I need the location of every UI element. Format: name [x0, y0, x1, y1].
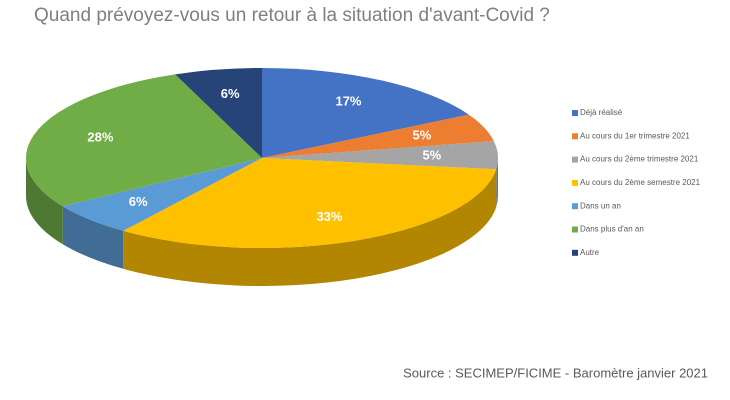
slice [123, 158, 497, 248]
legend-label: Autre [580, 248, 600, 257]
legend-label: Déjà réalisé [580, 108, 623, 117]
legend-label: Dans plus d'an an [580, 225, 644, 234]
slice-side [26, 158, 63, 245]
source-note: Source : SECIMEP/FICIME - Baromètre janv… [403, 365, 708, 380]
slice [62, 158, 262, 231]
data-label: 17% [335, 94, 361, 109]
slice-side [496, 158, 498, 208]
slice [262, 68, 469, 158]
legend-swatch [572, 110, 578, 116]
slice-side [62, 206, 124, 269]
legend-swatch [572, 133, 578, 140]
legend-swatch [572, 179, 578, 186]
slice-side [123, 169, 497, 286]
legend-swatch [572, 249, 578, 256]
slice [25, 74, 262, 207]
slice [262, 114, 494, 158]
legend-swatch [572, 226, 578, 233]
legend-label: Au cours du 2ème semestre 2021 [580, 178, 701, 187]
data-label: 33% [316, 209, 342, 224]
data-label: 6% [129, 194, 148, 209]
legend-label: Dans un an [580, 201, 621, 210]
slice [175, 68, 262, 158]
legend-swatch [572, 156, 578, 163]
slice [262, 141, 499, 170]
legend-swatch [572, 203, 578, 210]
data-label: 28% [87, 129, 113, 144]
legend-label: Au cours du 2ème trimestre 2021 [580, 155, 699, 164]
data-label: 5% [412, 127, 431, 142]
data-label: 5% [422, 147, 441, 162]
legend-label: Au cours du 1er trimestre 2021 [580, 131, 690, 140]
chart-title: Quand prévoyez-vous un retour à la situa… [34, 5, 550, 26]
data-label: 6% [221, 86, 240, 101]
